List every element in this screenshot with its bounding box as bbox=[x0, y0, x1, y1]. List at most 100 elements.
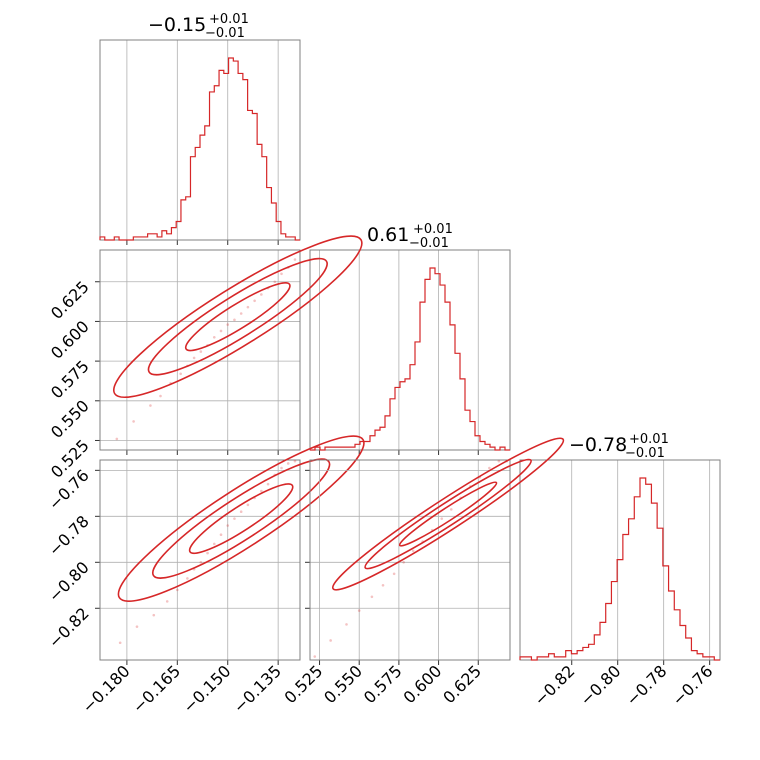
scatter-point bbox=[199, 560, 203, 564]
tick-label: 0.600 bbox=[47, 317, 93, 363]
histogram-step-line bbox=[310, 267, 510, 451]
panel-frame bbox=[309, 459, 511, 661]
scatter-point bbox=[280, 272, 283, 276]
scatter-point bbox=[280, 466, 283, 470]
density-contour bbox=[184, 282, 291, 352]
panel-frame bbox=[99, 459, 301, 661]
panel-frame bbox=[99, 249, 301, 451]
scatter-point bbox=[159, 394, 162, 398]
scatter-point bbox=[449, 508, 453, 511]
density-contour bbox=[151, 458, 331, 579]
scatter-point bbox=[192, 356, 196, 360]
scatter-point bbox=[488, 466, 491, 470]
scatter-point bbox=[118, 641, 122, 645]
scatter-point bbox=[186, 577, 189, 580]
title-param-2: −0.78 bbox=[569, 434, 627, 456]
tick-label: 0.525 bbox=[281, 661, 327, 707]
tick-label: −0.150 bbox=[179, 661, 234, 716]
scatter-point bbox=[219, 533, 223, 537]
tick-label: −0.165 bbox=[129, 661, 184, 716]
scatter-point bbox=[246, 305, 250, 309]
histogram-panel-param-2 bbox=[519, 459, 721, 665]
scatter-point bbox=[345, 623, 348, 626]
scatter-point bbox=[132, 420, 135, 423]
density-contour bbox=[112, 235, 363, 399]
tick-label: 0.550 bbox=[47, 396, 93, 442]
histogram-step-line bbox=[99, 57, 300, 241]
panel-frame bbox=[519, 459, 721, 661]
scatter-panel-2-0 bbox=[95, 435, 365, 665]
scatter-point bbox=[357, 609, 361, 612]
histogram-step-line bbox=[519, 477, 720, 661]
scatter-point bbox=[233, 318, 236, 322]
scatter-point bbox=[260, 489, 263, 493]
scatter-point bbox=[286, 462, 290, 465]
scatter-point bbox=[239, 510, 243, 514]
title-param-0-plus: +0.01 bbox=[209, 12, 249, 27]
scatter-point bbox=[329, 639, 332, 642]
scatter-point bbox=[497, 459, 501, 463]
scatter-point bbox=[212, 336, 216, 339]
density-contour bbox=[364, 458, 532, 570]
histogram-panel-param-1 bbox=[309, 249, 511, 455]
scatter-point bbox=[179, 372, 182, 376]
tick-label: −0.82 bbox=[45, 604, 93, 652]
scatter-point bbox=[411, 549, 415, 553]
tick-label: −0.180 bbox=[78, 661, 133, 716]
tick-label: 0.575 bbox=[47, 357, 93, 403]
scatter-point bbox=[199, 350, 203, 353]
tick-label: −0.78 bbox=[45, 512, 93, 560]
scatter-panel-2-1 bbox=[305, 437, 565, 665]
scatter-point bbox=[135, 625, 139, 628]
scatter-point bbox=[402, 560, 405, 564]
scatter-point bbox=[233, 517, 236, 520]
scatter-point bbox=[206, 551, 209, 555]
tick-label: −0.80 bbox=[45, 558, 93, 606]
scatter-point bbox=[266, 482, 270, 486]
scatter-point bbox=[392, 572, 396, 576]
density-contour bbox=[331, 437, 565, 591]
tick-label: 0.550 bbox=[320, 661, 366, 707]
density-contour bbox=[147, 257, 328, 376]
density-contour bbox=[188, 483, 294, 555]
scatter-point bbox=[370, 595, 374, 599]
scatter-point bbox=[440, 517, 444, 520]
title-param-1-plus: +0.01 bbox=[413, 222, 453, 237]
scatter-point bbox=[273, 280, 277, 284]
scatter-point bbox=[219, 329, 223, 333]
axis-tick-labels: −0.180−0.165−0.150−0.1350.5250.5500.5750… bbox=[45, 277, 717, 717]
scatter-point bbox=[293, 258, 297, 261]
scatter-point bbox=[115, 437, 119, 441]
scatter-point bbox=[260, 293, 263, 296]
scatter-point bbox=[253, 299, 256, 303]
scatter-point bbox=[149, 404, 152, 407]
tick-label: −0.78 bbox=[622, 661, 670, 709]
title-param-1-minus: −0.01 bbox=[409, 236, 449, 251]
title-param-0: −0.15 bbox=[148, 14, 206, 36]
scatter-point bbox=[212, 542, 216, 546]
tick-label: 0.625 bbox=[439, 661, 485, 707]
scatter-point bbox=[381, 583, 385, 587]
scatter-point bbox=[293, 459, 297, 463]
scatter-point bbox=[313, 655, 317, 658]
scatter-point bbox=[176, 588, 179, 592]
tick-label: −0.76 bbox=[668, 661, 716, 709]
scatter-point bbox=[246, 503, 250, 507]
density-contour bbox=[117, 435, 365, 602]
title-param-0-minus: −0.01 bbox=[205, 26, 245, 41]
scatter-point bbox=[226, 323, 230, 326]
tick-label: −0.82 bbox=[530, 661, 578, 709]
panel-frame bbox=[309, 249, 511, 451]
histogram-panel-param-0 bbox=[99, 39, 301, 245]
density-contour bbox=[398, 481, 498, 547]
panel-frame bbox=[99, 39, 301, 241]
scatter-point bbox=[226, 524, 230, 527]
tick-label: −0.80 bbox=[576, 661, 624, 709]
scatter-point bbox=[152, 613, 156, 617]
tick-label: −0.135 bbox=[230, 661, 285, 716]
title-param-2-minus: −0.01 bbox=[625, 446, 665, 461]
scatter-point bbox=[239, 312, 243, 315]
scatter-point bbox=[165, 600, 169, 603]
tick-label: 0.575 bbox=[360, 661, 406, 707]
